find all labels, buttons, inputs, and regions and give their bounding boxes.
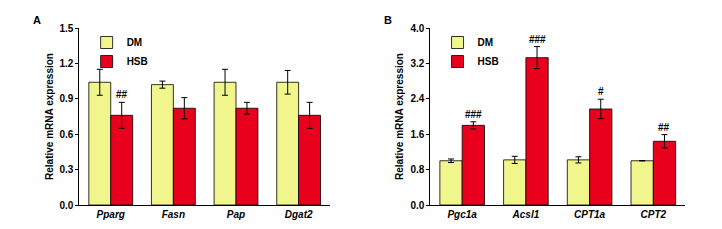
svg-text:A: A (33, 14, 41, 26)
svg-text:HSB: HSB (127, 56, 148, 67)
svg-text:Pparg: Pparg (97, 209, 125, 220)
svg-text:##: ## (658, 122, 670, 133)
svg-text:1.5: 1.5 (60, 23, 74, 34)
svg-text:0.3: 0.3 (60, 164, 74, 175)
svg-text:0.6: 0.6 (60, 129, 74, 140)
svg-text:DM: DM (127, 37, 143, 48)
svg-text:0.0: 0.0 (60, 200, 74, 211)
svg-text:1.6: 1.6 (410, 129, 424, 140)
svg-text:###: ### (465, 109, 482, 120)
svg-text:##: ## (116, 89, 128, 100)
svg-text:###: ### (529, 34, 546, 45)
svg-text:2.4: 2.4 (410, 93, 424, 104)
svg-text:1.2: 1.2 (60, 58, 74, 69)
svg-text:3.2: 3.2 (410, 58, 424, 69)
svg-text:Relative mRNA expression: Relative mRNA expression (394, 53, 405, 180)
svg-text:HSB: HSB (478, 56, 499, 67)
svg-text:#: # (598, 86, 604, 97)
svg-text:Acsl1: Acsl1 (512, 209, 540, 220)
svg-text:0.0: 0.0 (410, 200, 424, 211)
svg-text:CPT1a: CPT1a (574, 209, 606, 220)
svg-text:Dgat2: Dgat2 (285, 209, 313, 220)
svg-text:Fasn: Fasn (162, 209, 185, 220)
svg-text:B: B (384, 14, 392, 26)
svg-text:Relative mRNA expression: Relative mRNA expression (44, 53, 55, 180)
svg-text:Pgc1a: Pgc1a (447, 209, 477, 220)
svg-text:0.8: 0.8 (410, 164, 424, 175)
svg-text:4.0: 4.0 (410, 23, 424, 34)
svg-text:DM: DM (478, 37, 494, 48)
svg-text:0.9: 0.9 (60, 93, 74, 104)
svg-text:Pap: Pap (227, 209, 245, 220)
svg-text:CPT2: CPT2 (641, 209, 667, 220)
